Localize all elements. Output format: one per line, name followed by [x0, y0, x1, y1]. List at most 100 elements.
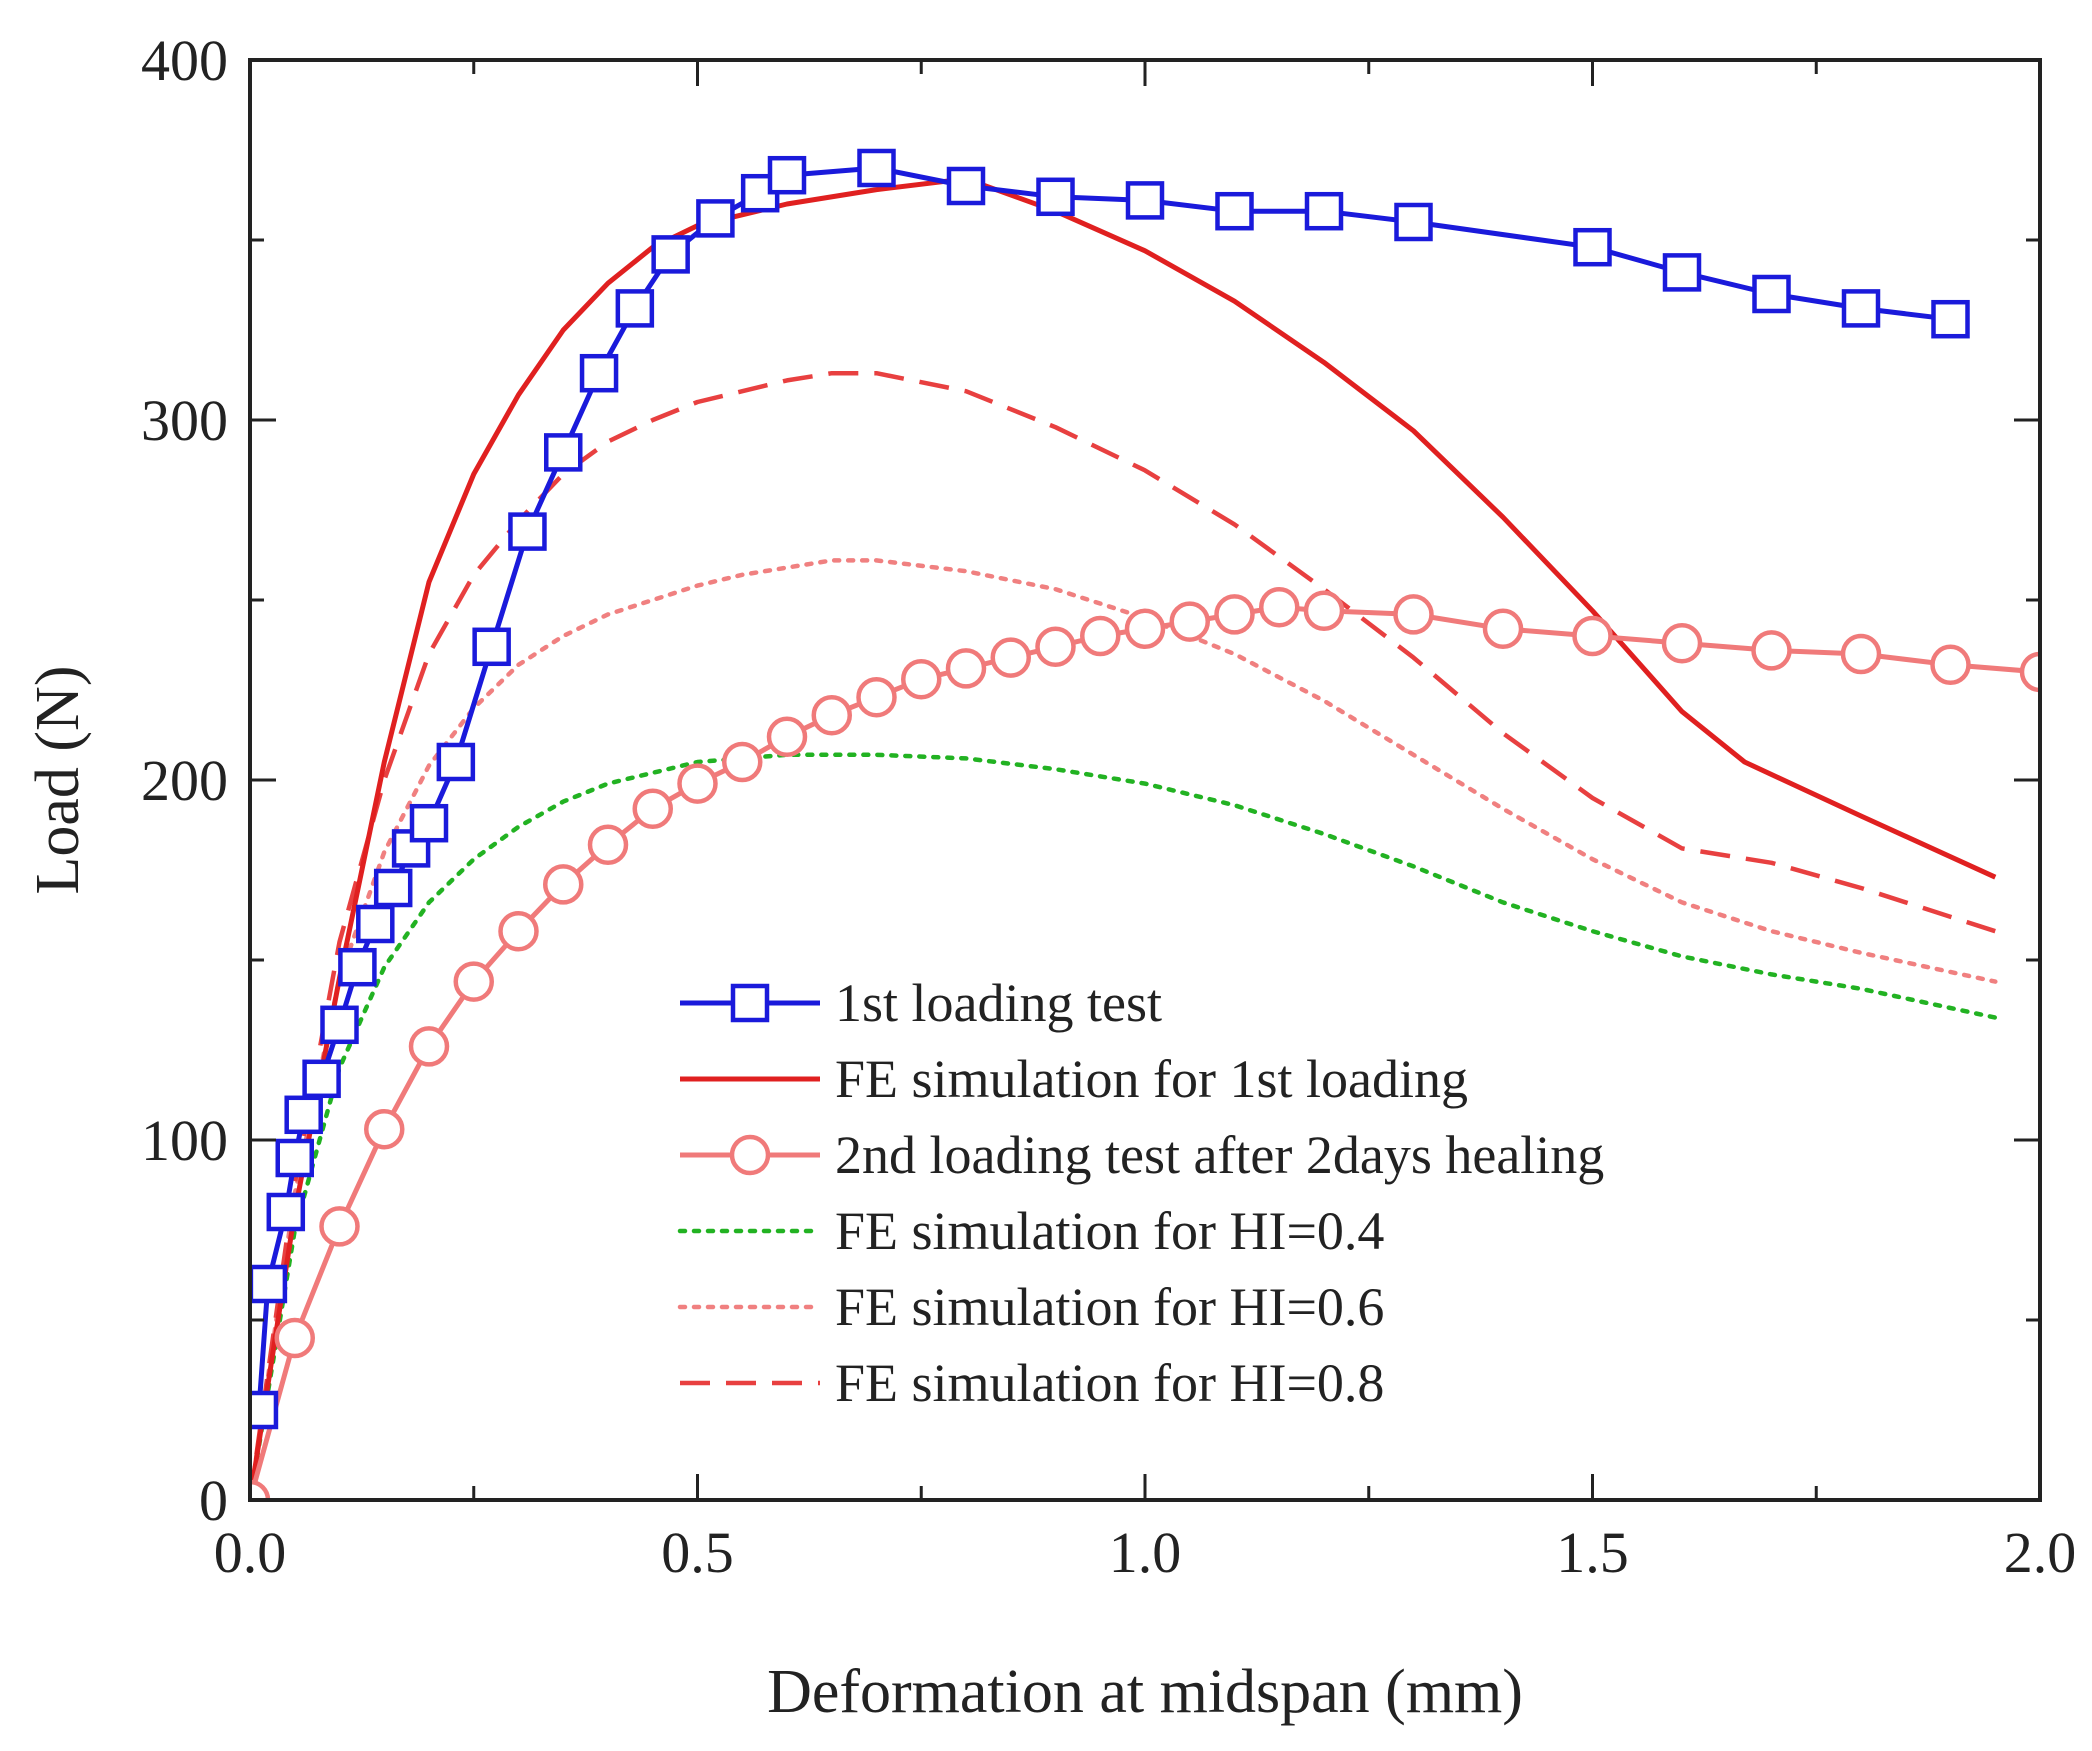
series-line [250, 752, 1998, 1500]
data-point-circle [274, 1317, 315, 1359]
data-point-circle [677, 763, 718, 804]
legend-item: FE simulation for HI=0.6 [677, 1277, 1384, 1337]
data-point-square [338, 947, 377, 987]
data-point-circle [1080, 615, 1121, 657]
data-point-circle [364, 1108, 405, 1150]
legend-label: FE simulation for HI=0.6 [835, 1277, 1384, 1337]
series-line [256, 165, 1951, 1411]
y-axis-label: Load (N) [24, 666, 92, 895]
legend-label: 1st loading test [835, 973, 1162, 1033]
data-point-square [1752, 274, 1791, 314]
data-point-circle [250, 1479, 271, 1500]
data-point-square [579, 353, 619, 393]
data-point-circle [766, 716, 808, 758]
data-point-circle [1303, 590, 1345, 632]
legend-label: FE simulation for HI=0.8 [835, 1353, 1384, 1413]
data-point-circle [990, 637, 1031, 678]
legend-item: FE simulation for 1st loading [680, 1049, 1468, 1109]
data-point-square [1304, 191, 1344, 231]
series-2 [250, 586, 2040, 1500]
x-axis-label: Deformation at midspan (mm) [767, 1658, 1523, 1726]
legend-label: FE simulation for HI=0.4 [835, 1201, 1384, 1261]
data-point-square [1662, 253, 1702, 292]
data-point-circle [1751, 630, 1792, 671]
legend: 1st loading test FE simulation for 1st lo… [677, 973, 1604, 1413]
data-point-square [250, 1390, 279, 1430]
y-tick-label: 100 [141, 1108, 228, 1173]
data-point-circle [1930, 644, 1971, 686]
data-point-square [302, 1059, 341, 1099]
y-tick-label: 300 [141, 388, 228, 453]
data-point-circle [2019, 651, 2040, 693]
data-point-square [615, 289, 655, 328]
series-1 [250, 176, 1997, 1500]
data-point-square [356, 904, 395, 944]
data-point-circle [408, 1026, 450, 1067]
legend-swatch-marker [729, 1134, 771, 1176]
data-point-circle [945, 648, 987, 689]
series-0 [250, 148, 1970, 1430]
x-tick-label: 2.0 [2004, 1520, 2077, 1585]
x-tick-label: 0.5 [661, 1520, 734, 1585]
data-point-square [1125, 181, 1165, 220]
data-point-square [544, 433, 583, 472]
y-tick-label: 400 [141, 28, 228, 93]
legend-swatch-marker [730, 983, 770, 1023]
x-tick-label: 1.0 [1109, 1520, 1182, 1585]
data-point-circle [856, 676, 897, 718]
data-point-circle [453, 961, 494, 1002]
data-point-circle [811, 694, 852, 736]
data-point-square [508, 512, 547, 551]
data-point-square [1036, 177, 1075, 217]
legend-item: FE simulation for HI=0.4 [677, 1201, 1384, 1261]
data-point-square [946, 166, 986, 206]
data-point-square [373, 868, 413, 908]
data-point-circle [1169, 601, 1210, 642]
data-point-square [696, 199, 735, 238]
data-point-circle [1214, 594, 1255, 635]
data-point-circle [319, 1206, 360, 1247]
legend-item: 1st loading test [680, 973, 1162, 1033]
y-tick-label: 0 [199, 1468, 228, 1533]
series-5 [250, 370, 1996, 1500]
data-point-circle [1661, 622, 1703, 664]
series-line [250, 370, 1996, 1500]
data-point-square [320, 1005, 359, 1045]
legend-label: 2nd loading test after 2days healing [835, 1125, 1604, 1185]
y-tick-label: 200 [141, 748, 228, 813]
x-tick-label: 0.0 [214, 1520, 287, 1585]
data-point-square [857, 148, 896, 188]
data-point-square [284, 1095, 323, 1135]
data-point-circle [1035, 626, 1076, 668]
data-point-circle [498, 910, 539, 952]
data-point-square [1573, 227, 1612, 267]
data-point-square [275, 1138, 314, 1178]
data-point-square [409, 803, 449, 843]
data-point-square [1841, 289, 1881, 328]
data-point-square [1394, 202, 1433, 242]
legend-label: FE simulation for 1st loading [835, 1049, 1468, 1109]
ticks-layer [248, 58, 2042, 1502]
data-point-circle [901, 658, 942, 700]
data-point-circle [1482, 608, 1524, 650]
data-point-square [472, 627, 511, 667]
data-point-square [767, 155, 807, 195]
data-point-circle [1124, 608, 1166, 650]
data-point-square [651, 235, 690, 274]
series-3 [250, 752, 1998, 1500]
data-point-circle [1572, 615, 1613, 657]
data-point-circle [587, 824, 629, 866]
data-point-square [1931, 299, 1970, 339]
tick-labels-layer: 0.0 0.5 1.0 1.5 2.0 0 100 200 300 400 [141, 28, 2076, 1585]
data-point-circle [543, 864, 584, 905]
series-line [250, 176, 1997, 1500]
data-point-square [1215, 191, 1254, 231]
legend-item: 2nd loading test after 2days healing [680, 1125, 1604, 1185]
data-point-circle [1840, 633, 1882, 675]
series-layer [250, 148, 2040, 1500]
data-point-square [436, 742, 476, 782]
data-point-circle [1259, 586, 1300, 628]
data-point-circle [632, 788, 673, 830]
x-tick-label: 1.5 [1556, 1520, 1629, 1585]
